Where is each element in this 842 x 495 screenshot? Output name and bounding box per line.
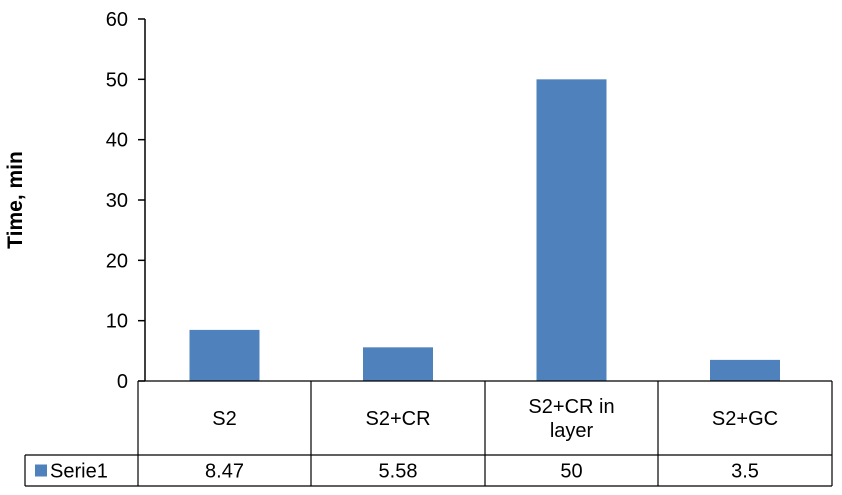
- category-label-line: S2: [212, 408, 236, 430]
- category-label: S2+GC: [712, 408, 778, 430]
- y-tick-label: 50: [106, 69, 128, 91]
- category-label: S2+CR: [365, 408, 430, 430]
- y-tick-label: 0: [117, 371, 128, 393]
- y-tick-label: 40: [106, 130, 128, 152]
- bar: [536, 79, 607, 381]
- bar: [710, 359, 780, 381]
- data-label: 3.5: [731, 461, 759, 483]
- series-name: Serie1: [50, 461, 108, 483]
- category-label-line: S2+CR in: [528, 396, 614, 418]
- category-label-line: S2+GC: [712, 408, 778, 430]
- category-label: S2: [212, 408, 236, 430]
- data-label: 8.47: [205, 461, 244, 483]
- y-tick-label: 60: [106, 9, 128, 31]
- y-tick-label: 30: [106, 190, 128, 212]
- bar: [363, 347, 433, 381]
- y-tick-label: 20: [106, 250, 128, 272]
- data-label: 50: [560, 461, 582, 483]
- category-label-line: layer: [550, 420, 594, 442]
- category-label-line: S2+CR: [365, 408, 430, 430]
- y-axis-label: Time, min: [4, 151, 27, 249]
- y-axis: 0 10 20 30 40 50 60: [106, 9, 146, 393]
- data-table: S2 S2+CR S2+CR in layer S2+GC Serie1 8.47 5.58 5…: [24, 380, 833, 487]
- category-label: S2+CR in layer: [528, 396, 614, 442]
- data-label: 5.58: [379, 461, 418, 483]
- bar: [189, 329, 260, 381]
- legend-key: [35, 464, 47, 477]
- y-tick-label: 10: [106, 311, 128, 333]
- bar-series: [189, 79, 780, 381]
